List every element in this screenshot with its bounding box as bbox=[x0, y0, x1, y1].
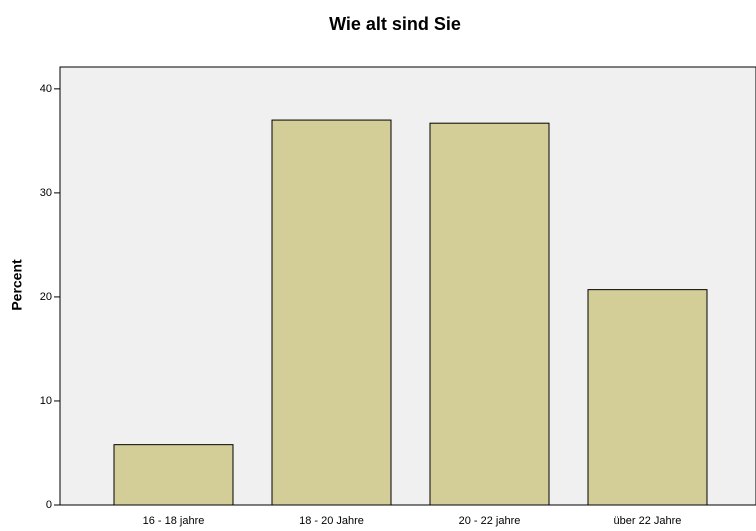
x-tick-label: 16 - 18 jahre bbox=[143, 515, 205, 527]
y-tick-label: 40 bbox=[40, 83, 52, 95]
y-tick-label: 20 bbox=[40, 291, 52, 303]
y-tick-label: 10 bbox=[40, 395, 52, 407]
bar bbox=[271, 119, 392, 506]
bar bbox=[429, 122, 550, 506]
bar bbox=[113, 444, 234, 506]
x-tick-label: 18 - 20 Jahre bbox=[299, 515, 364, 527]
y-tick-label: 0 bbox=[46, 499, 52, 511]
y-axis-label: Percent bbox=[9, 259, 25, 311]
y-tick-label: 30 bbox=[40, 187, 52, 199]
chart-title: Wie alt sind Sie bbox=[329, 14, 461, 34]
x-tick-label: 20 - 22 jahre bbox=[459, 515, 521, 527]
x-tick-label: über 22 Jahre bbox=[614, 515, 682, 527]
bar bbox=[587, 289, 708, 506]
